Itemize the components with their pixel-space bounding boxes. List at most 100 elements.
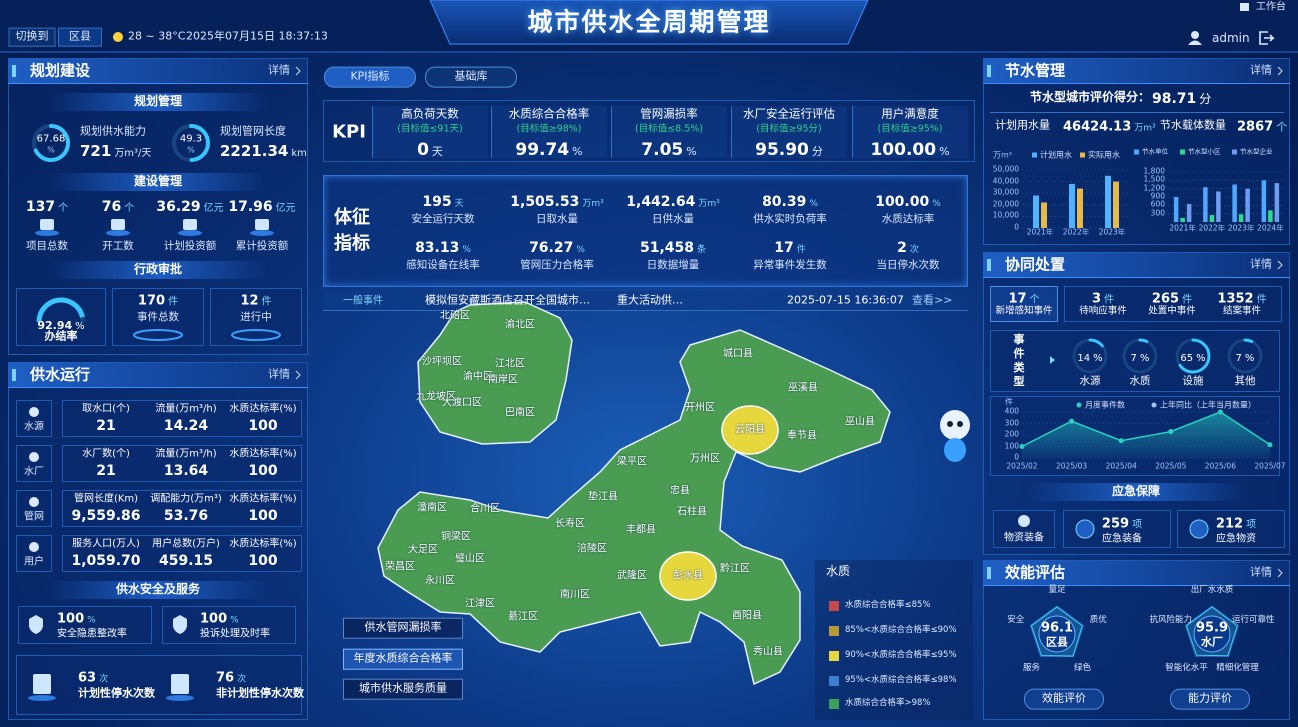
- district-label: 万州区: [690, 453, 720, 465]
- user-icon: [1188, 40, 1202, 45]
- map-layer-button[interactable]: 年度水质综合合格率: [343, 648, 463, 670]
- panel-title: 供水运行: [30, 365, 91, 384]
- x-tick-label: 2025/07: [1254, 461, 1286, 471]
- metric-label: 规划供水能力: [80, 124, 146, 138]
- district-select[interactable]: 区县: [58, 27, 102, 47]
- gauge-arc: [36, 297, 85, 323]
- map-layer-button[interactable]: 供水管网漏损率: [343, 617, 463, 639]
- ticker-more[interactable]: 查看>>: [912, 293, 953, 307]
- details-link[interactable]: 详情: [1250, 63, 1272, 77]
- value-group: 2221.34 km: [220, 142, 307, 160]
- event-type-title: 事件类型: [1013, 333, 1027, 388]
- value-group: 137 个: [26, 197, 68, 215]
- unit: 天: [431, 145, 443, 159]
- sub-header: [1026, 483, 1246, 501]
- district-label: 璧山区: [455, 553, 485, 565]
- kpi-target: (目标值≥95%): [877, 123, 943, 135]
- details-link[interactable]: 详情: [268, 367, 290, 381]
- kpi-name: 高负荷天数: [401, 106, 459, 121]
- point: [1019, 444, 1025, 449]
- details-link[interactable]: 详情: [1250, 257, 1272, 271]
- district-label: 巫溪县: [788, 382, 818, 394]
- district-label: 铜梁区: [441, 531, 471, 543]
- row-icon: [29, 542, 39, 552]
- tab[interactable]: 基础库: [425, 66, 517, 88]
- district-label: 黔江区: [720, 563, 750, 575]
- kpi-card: [491, 106, 607, 158]
- unit: %: [576, 244, 585, 255]
- details-link[interactable]: 详情: [268, 63, 290, 77]
- radar-axis-label: 量足: [1048, 584, 1066, 595]
- value: 0: [417, 140, 429, 161]
- event-type-card: [990, 330, 1280, 392]
- logout-icon: [1259, 31, 1275, 45]
- radar-axis-label: 运行可靠性: [1232, 614, 1275, 625]
- pedestal: [28, 695, 56, 701]
- kpi-target: (目标值≥95分): [756, 123, 822, 135]
- unit: 亿元: [203, 202, 224, 214]
- cell-label: 管网长度(Km): [73, 493, 139, 505]
- sun-icon: [113, 32, 123, 42]
- bar: [1105, 175, 1111, 228]
- value: 100: [57, 611, 85, 627]
- area: [1022, 412, 1270, 458]
- cell-label: 取水口(个): [82, 403, 130, 415]
- unit: %: [1093, 352, 1103, 364]
- y-tick-label: 30,000: [992, 187, 1019, 197]
- district-label: 垫江县: [588, 491, 618, 503]
- evaluation-button[interactable]: 效能评价: [1024, 688, 1104, 710]
- header-marker: [12, 369, 16, 381]
- cell-label: 服务人口(万人): [72, 538, 140, 550]
- x-tick-label: 2025/06: [1204, 461, 1236, 471]
- x-tick-label: 2023年: [1098, 227, 1126, 237]
- bar: [1180, 217, 1185, 222]
- unit: %: [75, 320, 85, 332]
- evaluation-button[interactable]: 能力评价: [1170, 688, 1250, 710]
- value-group: 265 件: [1152, 289, 1192, 308]
- unit: %: [809, 198, 818, 209]
- metric-label: 设施: [1182, 374, 1204, 387]
- kpi-card: [372, 106, 488, 158]
- item-pedestal: [106, 230, 130, 236]
- legend-dot: [1076, 402, 1082, 408]
- ring-arc: [1072, 338, 1108, 374]
- bar: [1041, 202, 1047, 228]
- workbench-link[interactable]: 工作台: [1256, 1, 1286, 13]
- vital-label: 水质达标率: [881, 212, 935, 225]
- pedestal: [231, 329, 281, 341]
- item-icon: [255, 219, 269, 230]
- cell-label: 调配能力(万m³): [150, 493, 222, 505]
- legend-label: 水质综合合格率≤85%: [845, 600, 931, 611]
- district-label: 奉节县: [787, 430, 817, 442]
- metric-label: 其他: [1234, 374, 1256, 387]
- value-group: 17 个: [1008, 289, 1039, 308]
- details-arrow: [1277, 260, 1283, 270]
- unit: 次: [909, 244, 919, 255]
- map-layer-button[interactable]: 城市供水服务质量: [343, 678, 463, 700]
- doc-icon: [171, 674, 189, 694]
- sub-title: 应急保障: [1111, 484, 1161, 499]
- ring-value: 67.68: [36, 133, 66, 145]
- district-label: 秀山县: [753, 646, 783, 658]
- metric-label: 节水载体数量: [1160, 118, 1226, 132]
- cell-label: 水厂数(个): [82, 448, 130, 460]
- details-link[interactable]: 详情: [1250, 565, 1272, 579]
- item-icon: [1189, 519, 1209, 539]
- district-label: 城口县: [723, 348, 753, 360]
- tab[interactable]: KPI指标: [324, 66, 416, 88]
- y-tick-label: 0: [1014, 222, 1019, 232]
- cell-value: 100: [248, 507, 278, 524]
- value: 100: [200, 611, 228, 627]
- details-arrow: [1277, 568, 1283, 578]
- item-icon: [183, 219, 197, 230]
- datetime: 2025年07月15日 18:37:13: [186, 29, 328, 43]
- mascot: [940, 410, 970, 440]
- metric-label: 安全隐患整改率: [57, 628, 127, 640]
- sub-header: [48, 261, 268, 279]
- title-plate: [429, 0, 869, 45]
- value: 51,458: [639, 239, 695, 256]
- kpi-name: 水质综合合格率: [508, 106, 590, 121]
- row-name: 管网: [24, 511, 44, 523]
- value-group: 80.39%: [762, 192, 818, 210]
